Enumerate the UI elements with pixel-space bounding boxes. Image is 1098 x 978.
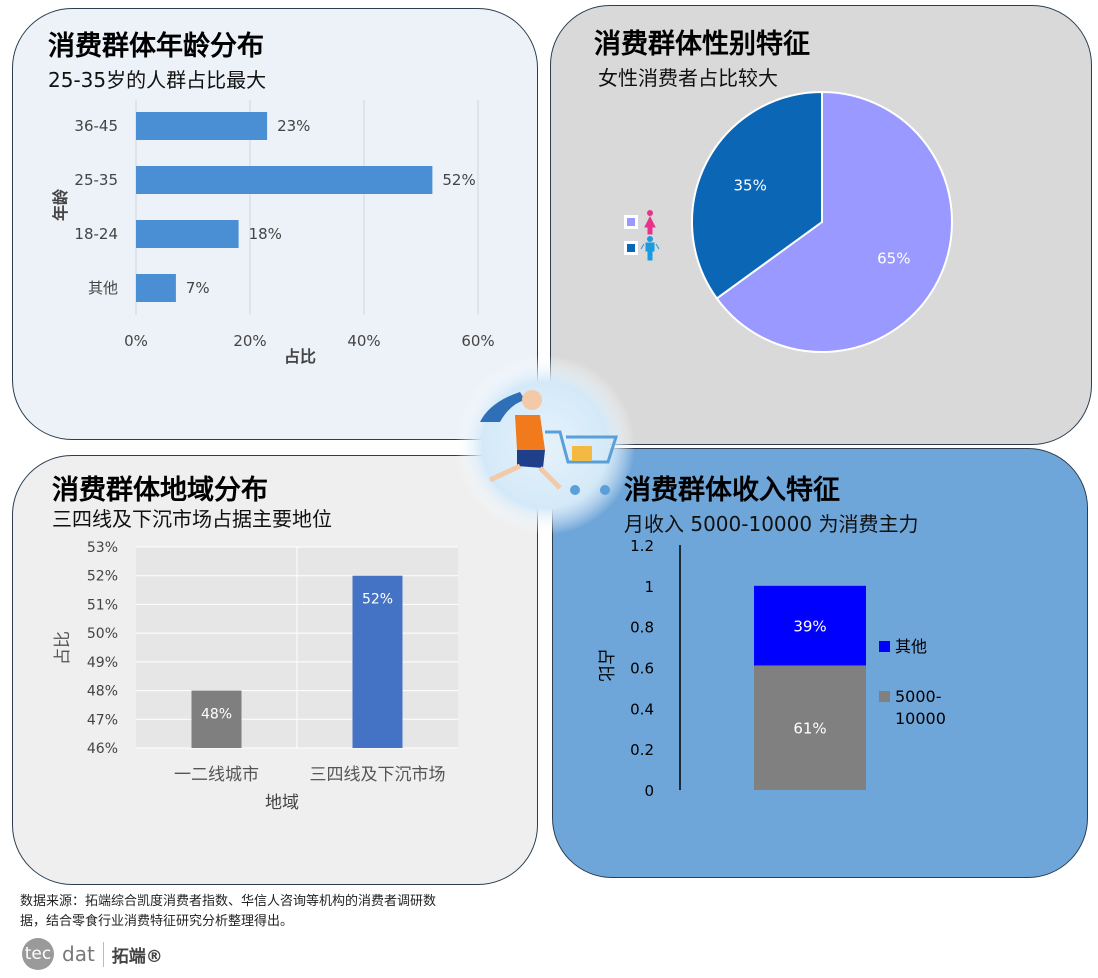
- income-legend-label: 其他: [895, 637, 927, 656]
- female-icon: [647, 210, 653, 216]
- income-title: 消费群体收入特征: [624, 475, 840, 506]
- age-bar: [136, 220, 239, 248]
- age-bar: [136, 166, 433, 194]
- region-title: 消费群体地域分布: [52, 475, 268, 506]
- age-data-label: 52%: [442, 171, 475, 189]
- age-xtick-label: 20%: [233, 332, 266, 350]
- age-data-label: 7%: [186, 279, 210, 297]
- income-ytick-label: 1.2: [630, 537, 654, 555]
- income-ytick-label: 0.6: [630, 660, 654, 678]
- logo-brand: 拓端®: [102, 941, 163, 967]
- age-bar: [136, 274, 176, 302]
- region-y-axis-title: 占比: [53, 631, 73, 665]
- income-legend-swatch: [879, 641, 890, 652]
- income-legend-swatch: [879, 691, 890, 702]
- income-data-label: 61%: [793, 720, 826, 738]
- age-category-label: 18-24: [74, 225, 118, 243]
- region-ytick-label: 53%: [87, 540, 118, 556]
- region-category-label: 三四线及下沉市场: [310, 765, 446, 785]
- income-legend-label: 5000-10000: [895, 687, 946, 728]
- age-category-label: 其他: [88, 279, 118, 297]
- source-note: 数据来源：拓端综合凯度消费者指数、华信人咨询等机构的消费者调研数据，结合零食行业…: [20, 894, 437, 929]
- age-xtick-label: 60%: [461, 332, 494, 350]
- region-data-label: 48%: [201, 707, 232, 723]
- pie-data-label: 65%: [877, 250, 910, 268]
- income-subtitle: 月收入 5000-10000 为消费主力: [624, 512, 919, 536]
- region-ytick-label: 51%: [87, 597, 118, 613]
- age-category-label: 36-45: [74, 117, 118, 135]
- age-subtitle: 25-35岁的人群占比最大: [48, 68, 267, 92]
- age-x-axis-title: 占比: [284, 347, 316, 366]
- region-category-label: 一二线城市: [174, 765, 259, 785]
- region-bar: [352, 575, 403, 748]
- region-ytick-label: 49%: [87, 655, 118, 671]
- legend-swatch: [627, 244, 635, 252]
- income-ytick-label: 0.2: [630, 741, 654, 759]
- legend-swatch: [627, 218, 635, 226]
- pie-slice: [715, 90, 953, 353]
- gender-subtitle: 女性消费者占比较大: [598, 66, 778, 90]
- region-ytick-label: 52%: [87, 569, 118, 585]
- income-data-label: 39%: [793, 618, 826, 636]
- income-ytick-label: 0: [644, 782, 654, 800]
- pie-data-label: 35%: [734, 176, 767, 194]
- male-icon: [647, 236, 653, 242]
- region-bar: [191, 690, 242, 748]
- logo-mark: tec: [22, 938, 54, 970]
- age-bar: [136, 112, 268, 140]
- age-xtick-label: 0%: [124, 332, 148, 350]
- male-icon: [640, 242, 660, 261]
- income-bar-segment: [754, 665, 866, 790]
- region-data-label: 52%: [362, 592, 393, 608]
- age-panel: [12, 8, 538, 440]
- income-bar-segment: [754, 585, 866, 666]
- logo-text: dat: [62, 942, 95, 966]
- income-ytick-label: 1: [644, 578, 654, 596]
- region-x-axis-title: 地域: [265, 793, 299, 813]
- region-ytick-label: 46%: [87, 741, 118, 757]
- age-category-label: 25-35: [74, 171, 118, 189]
- age-xtick-label: 40%: [347, 332, 380, 350]
- tecdat-logo: tec dat 拓端®: [22, 938, 163, 970]
- age-y-axis-title: 年龄: [51, 188, 70, 221]
- age-data-label: 18%: [249, 225, 282, 243]
- income-ytick-label: 0.4: [630, 700, 654, 718]
- region-ytick-label: 48%: [87, 684, 118, 700]
- pie-slice: [691, 90, 823, 300]
- female-icon: [644, 215, 656, 235]
- income-ytick-label: 0.8: [630, 619, 654, 637]
- gender-title: 消费群体性别特征: [594, 29, 810, 60]
- region-subtitle: 三四线及下沉市场占据主要地位: [52, 507, 332, 531]
- region-ytick-label: 47%: [87, 712, 118, 728]
- region-ytick-label: 50%: [87, 626, 118, 642]
- income-y-axis-title: 占比: [595, 648, 615, 682]
- age-title: 消费群体年龄分布: [48, 31, 264, 62]
- age-data-label: 23%: [277, 117, 310, 135]
